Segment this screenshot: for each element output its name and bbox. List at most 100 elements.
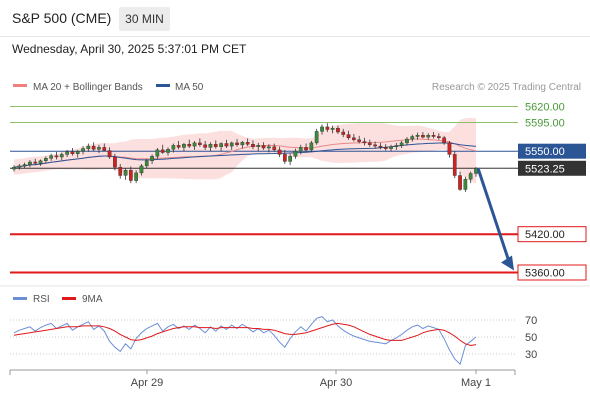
candle-body-57 xyxy=(314,131,319,144)
candle-body-85 xyxy=(463,179,468,190)
candle-body-65 xyxy=(357,139,361,142)
candle-body-53 xyxy=(293,150,298,157)
candle-body-10 xyxy=(65,151,69,155)
timeframe-button[interactable]: 30 MIN xyxy=(119,7,170,31)
candle-body-47 xyxy=(261,145,266,149)
rsi-level-label-1: 50 xyxy=(525,332,537,344)
candle-body-58 xyxy=(320,126,324,132)
candle-body-40 xyxy=(224,143,229,147)
candle-body-49 xyxy=(272,146,277,151)
candle-body-73 xyxy=(399,142,404,146)
rsi-level-label-2: 30 xyxy=(525,349,537,361)
candle-body-78 xyxy=(426,134,431,138)
candle-body-34 xyxy=(192,142,197,147)
candle-body-60 xyxy=(330,127,335,130)
candle-body-28 xyxy=(160,149,165,153)
candle-body-46 xyxy=(256,145,261,147)
candle-body-70 xyxy=(383,147,388,149)
ma50-line xyxy=(13,142,477,168)
candle-body-72 xyxy=(394,145,399,147)
candle-body-77 xyxy=(421,134,425,138)
legend-label-rsi: RSI xyxy=(33,294,50,305)
candle-body-55 xyxy=(304,147,308,151)
candle-body-17 xyxy=(102,147,107,151)
x-tick-label-1: Apr 30 xyxy=(320,377,352,389)
legend-label-ma20: MA 20 + Bollinger Bands xyxy=(33,82,143,93)
candle-body-63 xyxy=(346,134,351,139)
candle-body-7 xyxy=(49,155,53,159)
candle-body-12 xyxy=(75,150,80,154)
candle-body-16 xyxy=(97,147,101,150)
candle-body-21 xyxy=(123,170,128,176)
candle-body-76 xyxy=(415,134,420,137)
level-label-5: 5360.00 xyxy=(525,268,565,280)
candle-body-19 xyxy=(113,156,117,168)
candle-body-8 xyxy=(54,155,59,158)
candle-body-36 xyxy=(203,144,207,148)
candle-body-0 xyxy=(12,166,16,170)
candle-body-61 xyxy=(336,127,340,133)
instrument-title: S&P 500 (CME) xyxy=(12,10,112,26)
candle-body-44 xyxy=(245,142,250,145)
candle-body-33 xyxy=(187,143,192,147)
legend-label-9ma: 9MA xyxy=(82,294,103,305)
candle-body-68 xyxy=(373,144,377,147)
rsi-level-label-0: 70 xyxy=(525,315,537,327)
level-label-box-2 xyxy=(518,143,586,159)
candle-body-20 xyxy=(118,166,123,176)
candle-body-51 xyxy=(283,154,287,162)
candle-body-37 xyxy=(208,143,213,148)
forecast-arrow-shaft xyxy=(476,167,511,262)
candle-body-27 xyxy=(155,149,160,157)
level-label-4: 5420.00 xyxy=(525,229,565,241)
candle-body-32 xyxy=(182,143,186,148)
header-divider xyxy=(0,36,590,37)
candle-body-30 xyxy=(171,145,176,150)
candle-body-1 xyxy=(17,165,22,168)
candle-body-67 xyxy=(367,142,372,145)
candle-body-86 xyxy=(468,173,473,180)
candle-body-79 xyxy=(431,134,436,137)
candle-body-54 xyxy=(298,147,303,152)
candle-body-22 xyxy=(128,170,133,181)
candle-body-69 xyxy=(378,145,383,148)
candle-body-48 xyxy=(267,146,271,149)
candle-body-80 xyxy=(437,136,441,138)
legend-label-ma50: MA 50 xyxy=(175,82,204,93)
x-tick-label-0: Apr 29 xyxy=(131,377,163,389)
legend-swatch-9ma xyxy=(62,297,76,300)
rsi-series-0 xyxy=(13,316,477,366)
chart-header: S&P 500 (CME) 30 MIN xyxy=(0,0,590,38)
level-label-3: 5523.25 xyxy=(525,163,565,175)
candle-body-6 xyxy=(44,157,48,161)
candle-body-52 xyxy=(288,156,292,162)
level-label-0: 5620.00 xyxy=(525,102,565,114)
legend-swatch-rsi xyxy=(13,297,27,300)
candle-body-31 xyxy=(176,145,181,148)
candle-body-42 xyxy=(235,142,239,145)
level-label-1: 5595.00 xyxy=(525,117,565,129)
datetime-label: Wednesday, April 30, 2025 5:37:01 PM CET xyxy=(12,42,247,56)
candle-body-38 xyxy=(213,143,218,147)
candle-body-35 xyxy=(197,142,202,145)
legend-swatch-ma20 xyxy=(13,84,27,87)
candle-body-50 xyxy=(277,149,282,155)
candle-body-26 xyxy=(150,156,154,162)
candle-body-83 xyxy=(452,154,457,176)
legend-swatch-ma50 xyxy=(156,84,170,87)
candle-body-4 xyxy=(33,161,38,164)
level-label-box-5 xyxy=(517,264,587,281)
candle-body-56 xyxy=(309,142,314,151)
candle-body-25 xyxy=(144,160,149,167)
attribution: Research © 2025 Trading Central xyxy=(432,82,581,93)
candle-body-3 xyxy=(28,161,32,165)
candle-body-39 xyxy=(219,143,223,147)
candle-body-62 xyxy=(341,131,346,135)
candle-body-41 xyxy=(229,142,234,147)
rsi-series-1 xyxy=(13,322,477,347)
candle-body-43 xyxy=(240,142,245,146)
candle-body-23 xyxy=(134,172,138,181)
candle-body-18 xyxy=(107,150,112,158)
candle-body-13 xyxy=(81,148,85,152)
candle-body-59 xyxy=(325,126,330,130)
